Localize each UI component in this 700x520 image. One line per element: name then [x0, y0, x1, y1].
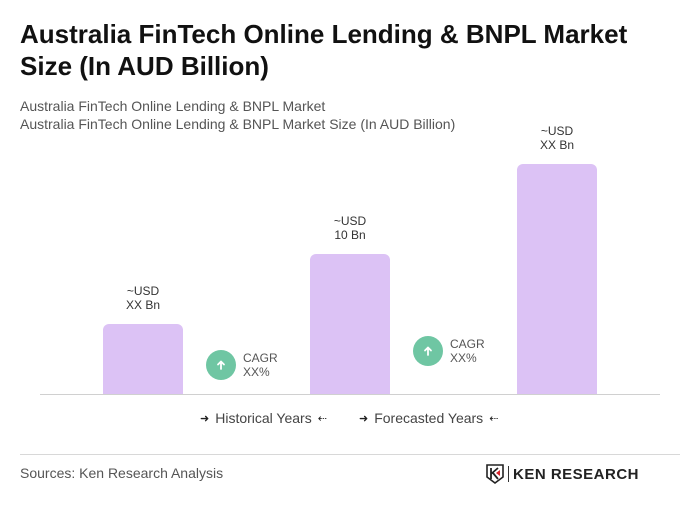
- bar-value-label: ~USD XX Bn: [507, 124, 607, 152]
- bar-label-value: XX Bn: [539, 138, 575, 152]
- ken-research-logo: KEN RESEARCH: [486, 464, 639, 484]
- arrow-left-icon: ⇠: [317, 412, 327, 425]
- bar-historical: [103, 324, 183, 394]
- bar-value-label: ~USD 10 Bn: [300, 214, 400, 242]
- bar-label-currency: ~USD: [126, 284, 160, 298]
- bar-label-value: XX Bn: [125, 298, 161, 312]
- legend-forecasted: ➜ Forecasted Years ⇠: [353, 410, 504, 426]
- legend-label: Forecasted Years: [374, 410, 484, 426]
- cagr-value: XX%: [450, 351, 477, 365]
- legend-historical: ➜ Historical Years ⇠: [194, 410, 333, 426]
- footer-divider: [20, 454, 680, 455]
- bar-label-currency: ~USD: [540, 124, 574, 138]
- arrow-up-icon: [206, 350, 236, 380]
- bar-label-currency: ~USD: [333, 214, 367, 228]
- logo-text: KEN RESEARCH: [513, 465, 640, 483]
- arrow-left-icon: ⇠: [489, 412, 499, 425]
- bar-value-label: ~USD XX Bn: [93, 284, 193, 312]
- cagr-historical: CAGR XX%: [206, 350, 278, 380]
- cagr-label: CAGR: [243, 351, 278, 365]
- bar-forecast: [517, 164, 597, 394]
- bar-label-value: 10 Bn: [334, 228, 366, 242]
- bar-base-year: [310, 254, 390, 394]
- x-axis-baseline: [40, 394, 660, 395]
- sources-text: Sources: Ken Research Analysis: [20, 465, 224, 481]
- legend-label: Historical Years: [215, 410, 312, 426]
- chart-title: Australia FinTech Online Lending & BNPL …: [20, 19, 628, 81]
- cagr-value: XX%: [243, 365, 270, 379]
- arrow-right-icon: ➜: [359, 412, 369, 425]
- shield-k-icon: [486, 464, 504, 484]
- arrow-up-icon: [413, 336, 443, 366]
- chart-subtitle: Australia FinTech Online Lending & BNPL …: [20, 98, 326, 114]
- cagr-label: CAGR: [450, 337, 485, 351]
- arrow-right-icon: ➜: [200, 412, 210, 425]
- cagr-forecast: CAGR XX%: [413, 336, 485, 366]
- logo-separator: [508, 466, 509, 482]
- chart-subtitle-units: Australia FinTech Online Lending & BNPL …: [20, 116, 456, 132]
